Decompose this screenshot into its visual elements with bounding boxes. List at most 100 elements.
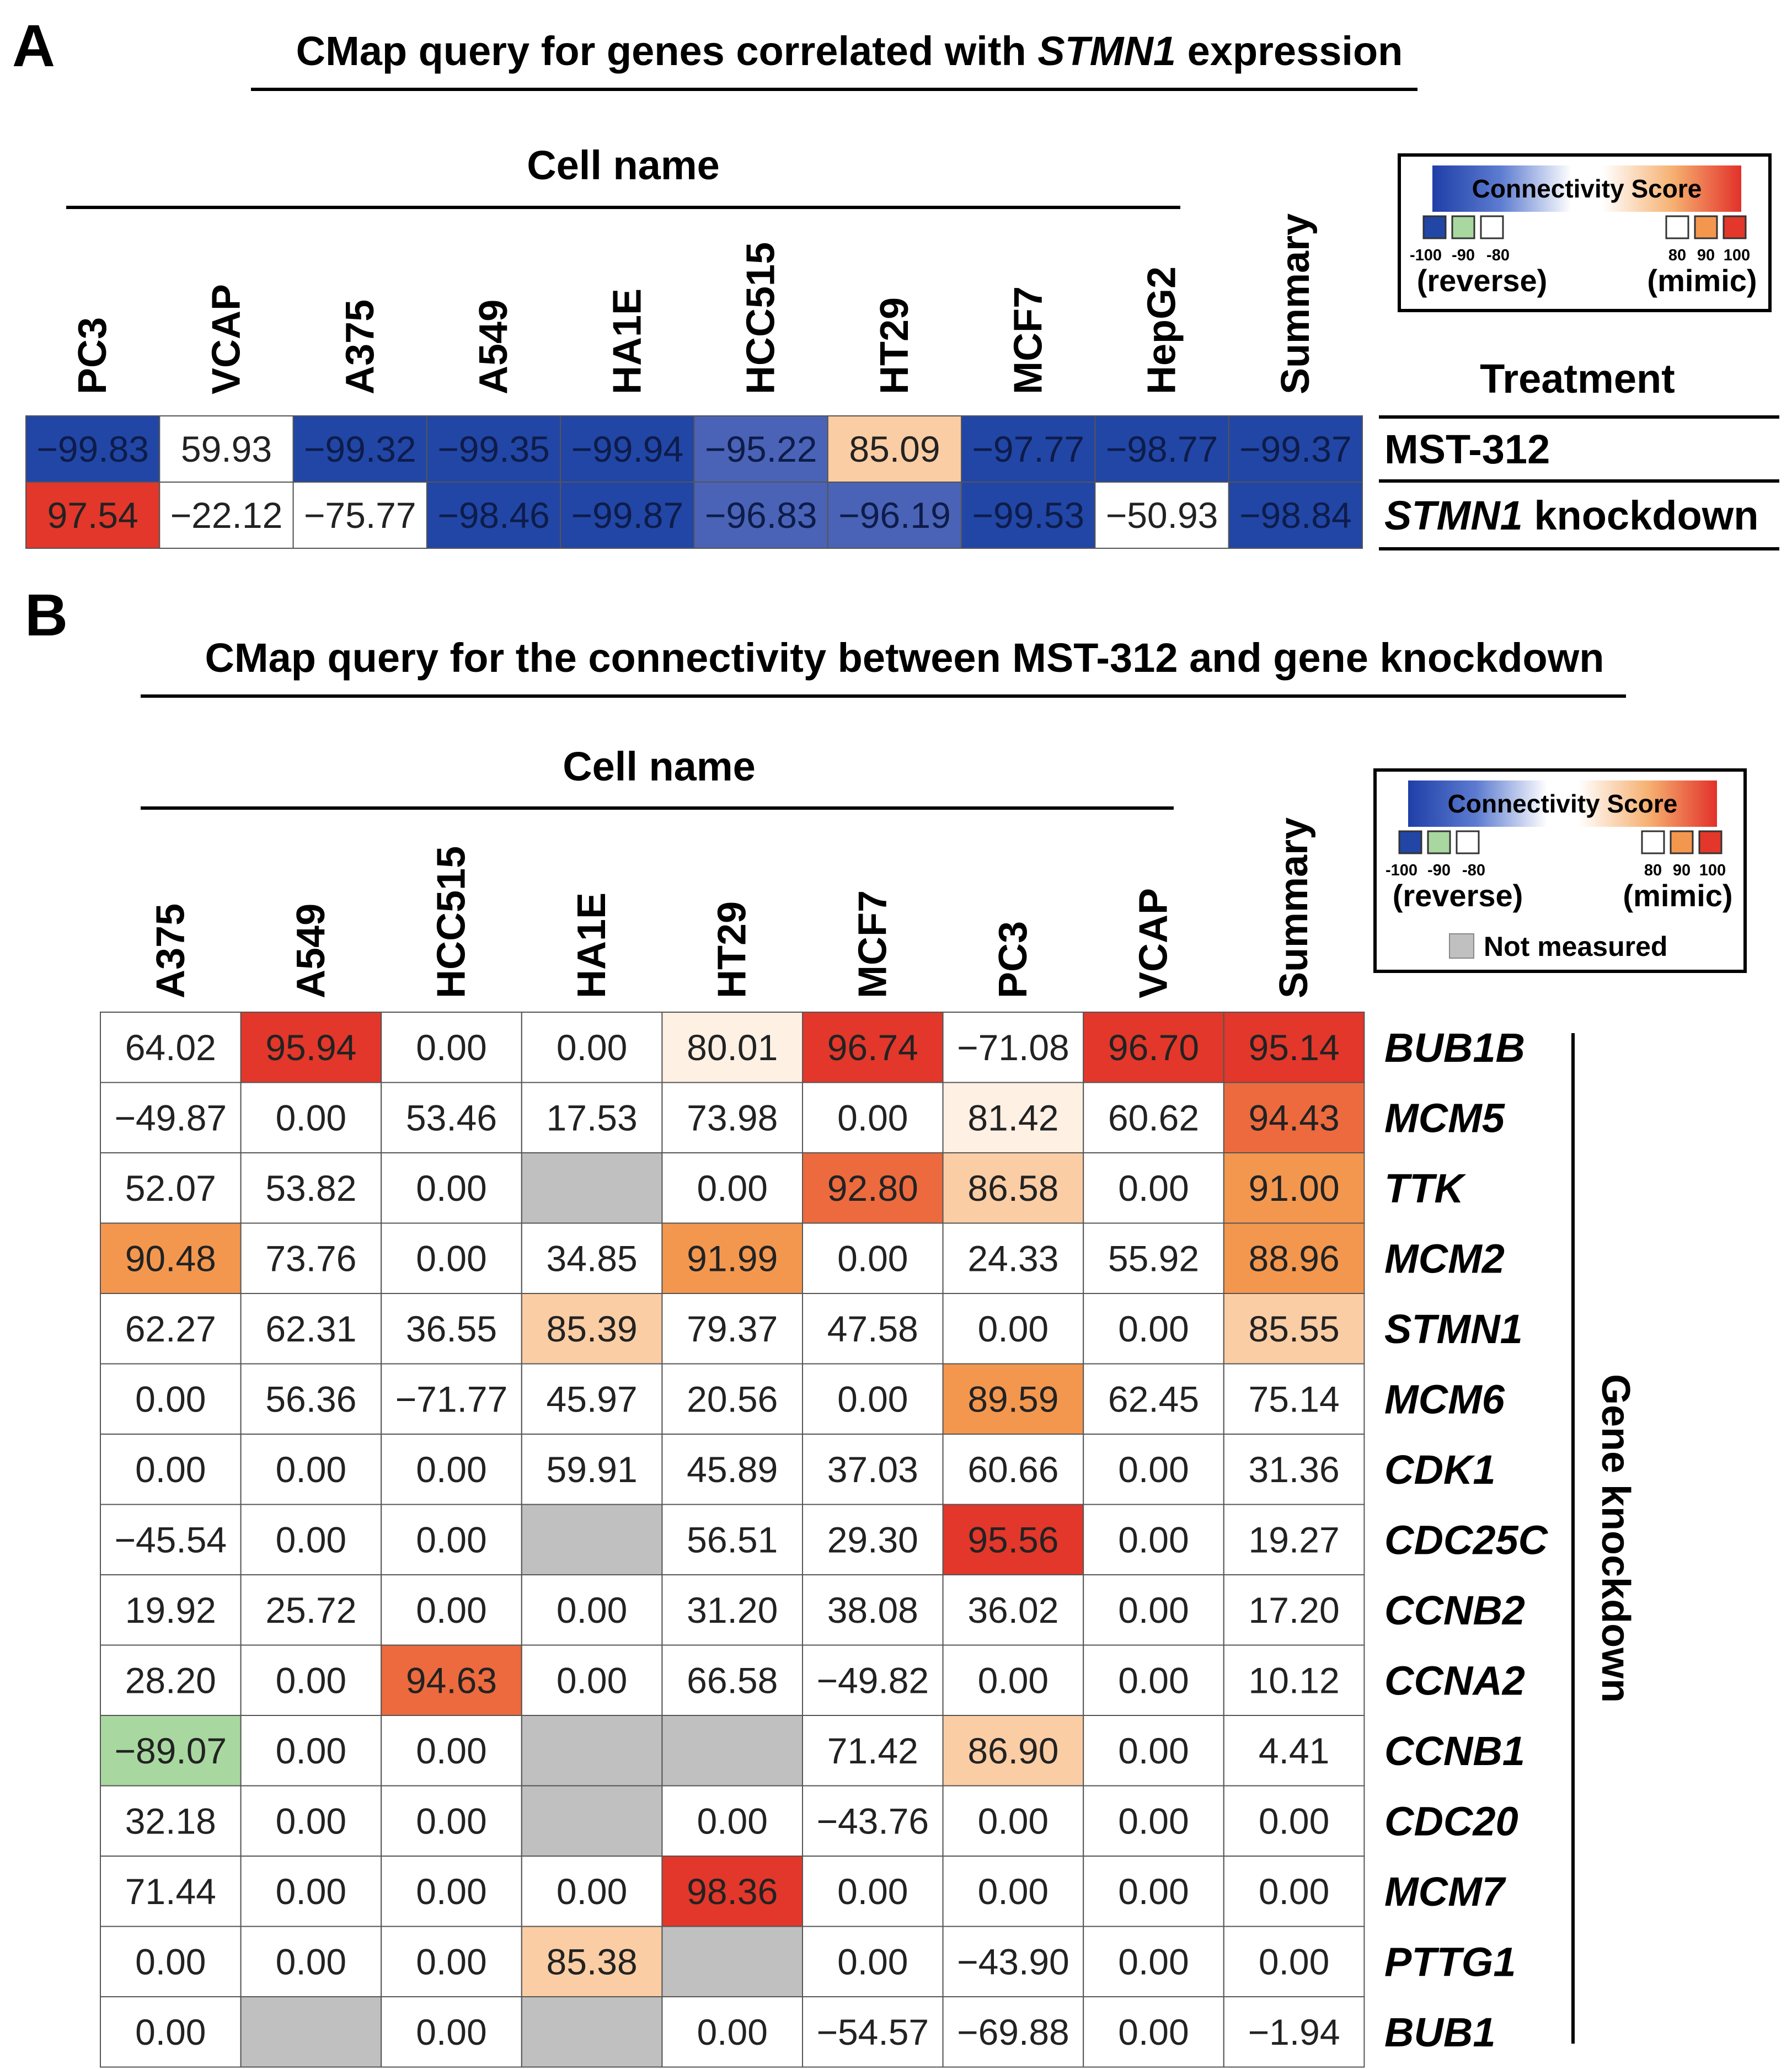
panel-b-value-cdk1-ht29: 45.89	[687, 1449, 778, 1490]
panel-b-value-mcm7-a549: 0.00	[276, 1871, 346, 1912]
panel-b-value-cdc25c-ht29: 56.51	[687, 1519, 778, 1560]
panel-b-cell-ttk-hcc515	[381, 1152, 522, 1224]
panel-b-cell-stmn1-ha1e	[521, 1293, 663, 1365]
panel-b-value-cdk1-a375: 0.00	[135, 1449, 206, 1490]
panel-a-column-summary: Summary	[1274, 213, 1318, 394]
panel-b-value-ccna2-ha1e: 0.00	[557, 1660, 627, 1701]
panel-a-value-stmn1-ht29: −96.19	[838, 495, 951, 536]
panel-b-cell-ccnb2-a375	[100, 1574, 242, 1646]
panel-b-value-cdc20-ht29: 0.00	[697, 1800, 767, 1841]
panel-b-value-ccnb2-pc3: 36.02	[967, 1590, 1058, 1630]
panel-b-value-bub1b-hcc515: 0.00	[416, 1027, 486, 1068]
panel-b-value-mcm6-a549: 56.36	[265, 1378, 356, 1419]
panel-b-cell-ccna2-a549	[240, 1644, 382, 1716]
panel-b-cell-cdk1-pc3	[942, 1434, 1084, 1505]
panel-b-cell-cdc25c-mcf7	[802, 1504, 944, 1575]
panel-b-value-pttg1-mcf7: 0.00	[837, 1941, 908, 1982]
panel-b-value-bub1b-pc3: −71.08	[957, 1027, 1069, 1068]
panel-b-value-mcm5-ha1e: 17.53	[547, 1097, 638, 1138]
panel-b-legend-not-measured-swatch	[1449, 933, 1474, 959]
panel-a-legend-swatch-n90	[1451, 215, 1475, 239]
panel-b-cell-stmn1-vcap	[1083, 1293, 1224, 1365]
panel-b-cell-bub1-a375	[100, 1996, 242, 2068]
panel-b-cell-mcm7-a549	[240, 1856, 382, 1927]
panel-b-value-ccnb1-mcf7: 71.42	[827, 1730, 918, 1771]
panel-b-value-mcm5-ht29: 73.98	[687, 1097, 778, 1138]
panel-b-cell-mcm6-ha1e	[521, 1363, 663, 1435]
panel-b-cell-bub1-mcf7	[802, 1996, 944, 2068]
panel-b-row-label-ccna2: CCNA2	[1384, 1658, 1525, 1703]
panel-b-value-stmn1-a375: 62.27	[125, 1308, 216, 1349]
panel-a-legend-mimic: (mimic)	[1647, 263, 1757, 298]
panel-b-cell-ttk-summary	[1223, 1152, 1365, 1224]
panel-b-cell-cdk1-vcap	[1083, 1434, 1224, 1505]
panel-b-heatmap-cells: 64.02 95.94 0.00 0.00 80.01 96.74 −71.08 96.70 9…	[100, 1012, 1365, 2068]
panel-a-value-stmn1-a549: −98.46	[437, 495, 550, 536]
panel-b-value-cdc20-a549: 0.00	[276, 1800, 346, 1841]
panel-a-cell-mst-312-pc3	[25, 415, 161, 483]
panel-b-cell-stmn1-summary	[1223, 1293, 1365, 1365]
panel-b-cell-mcm2-vcap	[1083, 1222, 1224, 1294]
panel-b-value-ccnb1-a375: −89.07	[114, 1730, 227, 1771]
panel-b-legend-tick-n90: -90	[1427, 862, 1451, 879]
panel-b-cell-pttg1-hcc515	[381, 1926, 522, 1997]
panel-b-value-ttk-pc3: 86.58	[967, 1168, 1058, 1209]
panel-a-value-stmn1-hcc515: −96.83	[705, 495, 817, 536]
panel-b-row-label-mcm7: MCM7	[1384, 1869, 1507, 1915]
panel-b-cell-ccnb1-ha1e	[521, 1715, 663, 1787]
panel-a-value-mst-312-hepg2: −98.77	[1106, 429, 1218, 469]
panel-b-cell-ccna2-a375	[100, 1644, 242, 1716]
panel-b-value-stmn1-summary: 85.55	[1249, 1308, 1340, 1349]
panel-b-cell-ccnb2-ht29	[661, 1574, 804, 1646]
panel-b-cell-stmn1-ht29	[661, 1293, 804, 1365]
panel-b-column-vcap: VCAP	[1132, 888, 1176, 998]
panel-a-cell-stmn1-ha1e	[560, 482, 695, 549]
panel-b-cell-ccnb1-a375	[100, 1715, 242, 1787]
panel-b-value-stmn1-mcf7: 47.58	[827, 1308, 918, 1349]
panel-b-value-mcm6-ha1e: 45.97	[547, 1378, 638, 1419]
panel-b-value-ccna2-summary: 10.12	[1249, 1660, 1340, 1701]
panel-b-value-ttk-a375: 52.07	[125, 1168, 216, 1209]
panel-b-cell-ccna2-vcap	[1083, 1644, 1224, 1716]
panel-b-cell-cdc20-pc3	[942, 1785, 1084, 1857]
panel-b-cell-pttg1-vcap	[1083, 1926, 1224, 1997]
panel-b-legend-tick-p100: 100	[1699, 862, 1726, 879]
panel-b-cell-mcm7-ha1e	[521, 1856, 663, 1927]
panel-b-legend-gradient	[1408, 780, 1717, 827]
panel-a-cell-mst-312-summary	[1228, 415, 1363, 483]
panel-b-value-pttg1-pc3: −43.90	[957, 1941, 1069, 1982]
panel-b-cell-pttg1-ha1e	[521, 1926, 663, 1997]
panel-b-value-ccnb2-summary: 17.20	[1249, 1590, 1340, 1630]
panel-b-value-ccna2-hcc515: 94.63	[406, 1660, 497, 1701]
panel-b-value-bub1b-a549: 95.94	[265, 1027, 356, 1068]
panel-b-cell-stmn1-a375	[100, 1293, 242, 1365]
panel-b-value-bub1b-vcap: 96.70	[1108, 1027, 1199, 1068]
panel-b-cell-mcm5-a375	[100, 1082, 242, 1153]
panel-b-row-label-cdk1: CDK1	[1384, 1447, 1495, 1493]
panel-b-value-cdc20-vcap: 0.00	[1118, 1800, 1189, 1841]
panel-b-legend-swatch-p80	[1641, 830, 1665, 854]
panel-a-treatment-header: Treatment	[1480, 356, 1675, 402]
panel-b-cell-bub1-vcap	[1083, 1996, 1224, 2068]
panel-b-column-a375: A375	[148, 903, 192, 998]
panel-a-letter: A	[12, 12, 55, 79]
panel-b-value-mcm5-mcf7: 0.00	[837, 1097, 908, 1138]
panel-b-column-hcc515: HCC515	[430, 846, 474, 998]
panel-b-cell-bub1-ha1e	[521, 1996, 663, 2068]
panel-b-cell-cdk1-ht29	[661, 1434, 804, 1505]
panel-a-cell-stmn1-vcap	[159, 482, 294, 549]
panel-b-letter: B	[25, 581, 68, 648]
panel-a-legend-tick-n90: -90	[1452, 247, 1475, 264]
panel-b-value-mcm7-ha1e: 0.00	[557, 1871, 627, 1912]
panel-b-value-mcm6-hcc515: −71.77	[395, 1378, 508, 1419]
panel-b-gene-knockdown-label: Gene knockdown	[1593, 1374, 1638, 1703]
panel-b-value-ccna2-vcap: 0.00	[1118, 1660, 1189, 1701]
panel-b-cell-cdc25c-a549	[240, 1504, 382, 1575]
panel-a-value-mst-312-vcap: 59.93	[181, 429, 272, 469]
panel-b-cell-bub1-summary	[1223, 1996, 1365, 2068]
panel-b-value-ccna2-ht29: 66.58	[687, 1660, 778, 1701]
panel-b-value-ttk-hcc515: 0.00	[416, 1168, 486, 1209]
panel-b-value-ccnb2-ha1e: 0.00	[557, 1590, 627, 1630]
panel-b-cell-mcm5-ha1e	[521, 1082, 663, 1153]
